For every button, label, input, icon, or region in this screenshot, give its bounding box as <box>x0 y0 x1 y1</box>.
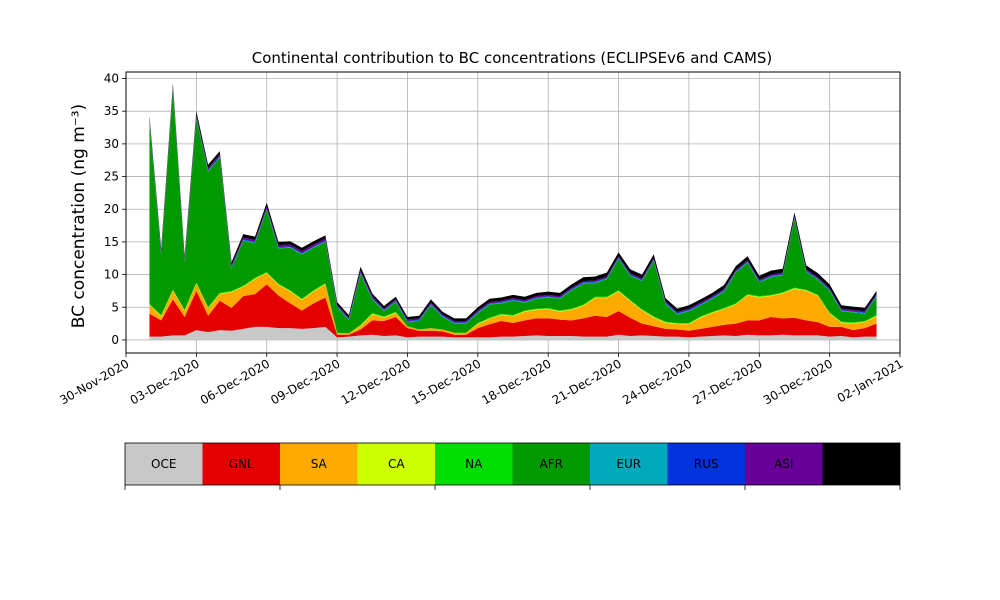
legend-swatch-asi <box>745 443 823 485</box>
x-tick-label: 24-Dec-2020 <box>620 356 694 407</box>
legend-swatch-ca <box>357 443 435 485</box>
y-tick-label: 35 <box>104 104 119 118</box>
legend-label-na: NA <box>465 457 483 471</box>
x-tick-label: 03-Dec-2020 <box>128 356 202 407</box>
y-tick-label: 10 <box>104 268 119 282</box>
legend-label-eur: EUR <box>616 457 641 471</box>
area-oce <box>149 326 877 340</box>
y-tick-label: 25 <box>104 170 119 184</box>
legend-swatch-rus <box>667 443 745 485</box>
legend-label-sa: SA <box>311 457 328 471</box>
x-tick-label: 21-Dec-2020 <box>550 356 624 407</box>
area-gnl <box>149 284 877 338</box>
legend-label-ca: CA <box>388 457 405 471</box>
legend-frame <box>124 442 901 486</box>
legend-label-afr: AFR <box>540 457 563 471</box>
x-tick-label: 27-Dec-2020 <box>690 356 764 407</box>
x-tick-label: 30-Nov-2020 <box>57 356 131 407</box>
y-tick-label: 0 <box>111 333 119 347</box>
y-tick-label: 15 <box>104 235 119 249</box>
legend-colorbar: OCE GNL SA CA NA AFR EUR RUS ASI AUS <box>124 442 901 490</box>
legend-swatch-oce <box>125 443 203 485</box>
x-tick-label: 06-Dec-2020 <box>198 356 272 407</box>
legend-swatch-sa <box>280 443 358 485</box>
y-tick-label: 30 <box>104 137 119 151</box>
chart-title: Continental contribution to BC concentra… <box>252 49 773 67</box>
legend-label-gnl: GNL <box>229 457 254 471</box>
legend-swatch-na <box>435 443 513 485</box>
legend-swatch-gnl <box>202 443 280 485</box>
y-tick-label: 40 <box>104 72 119 86</box>
legend-swatch-eur <box>590 443 668 485</box>
x-tick-label: 15-Dec-2020 <box>409 356 483 407</box>
x-tick-label: 12-Dec-2020 <box>339 356 413 407</box>
legend-label-asi: ASI <box>774 457 793 471</box>
x-tick-label: 09-Dec-2020 <box>268 356 342 407</box>
area-sa <box>149 273 877 335</box>
legend-label-oce: OCE <box>151 457 176 471</box>
x-tick-label: 30-Dec-2020 <box>761 356 835 407</box>
legend-swatch-afr <box>512 443 590 485</box>
y-tick-label: 5 <box>111 300 119 314</box>
x-axis-ticks: 30-Nov-202003-Dec-202006-Dec-202009-Dec-… <box>57 353 906 407</box>
x-tick-label: 18-Dec-2020 <box>479 356 553 407</box>
legend-label-rus: RUS <box>694 457 719 471</box>
legend-label-aus: AUS <box>849 457 874 471</box>
stacked-areas <box>149 83 877 340</box>
y-axis-label: BC concentration (ng m⁻³) <box>69 104 89 328</box>
x-tick-label: 02-Jan-2021 <box>835 356 906 405</box>
y-tick-label: 20 <box>104 202 119 216</box>
legend-swatch-aus <box>822 443 900 485</box>
plot-frame <box>125 71 901 354</box>
y-axis-ticks: 0 5 10 15 20 25 30 35 40 <box>104 72 126 347</box>
